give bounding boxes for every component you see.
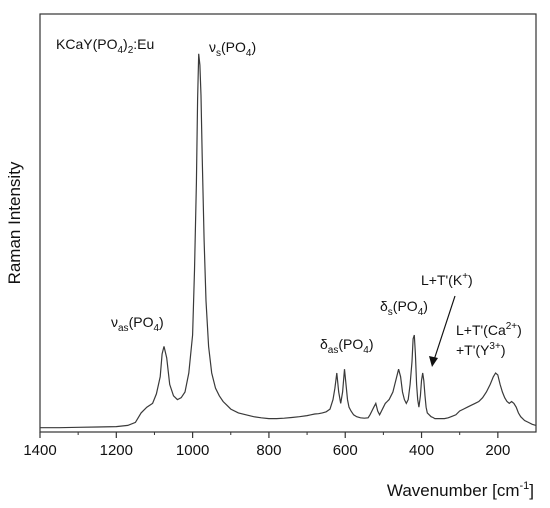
x-tick-label: 1400 — [23, 442, 56, 459]
x-axis-ticks: 1400 1200 1000 800 600 400 200 — [23, 432, 510, 459]
x-tick-label: 400 — [409, 442, 434, 459]
lk-label: L+T'(K+) — [421, 271, 473, 288]
x-tick-label: 1000 — [176, 442, 209, 459]
ty-label: +T'(Y3+) — [456, 341, 505, 358]
x-tick-label: 600 — [333, 442, 358, 459]
annotation-arrowhead — [429, 356, 438, 367]
plot-frame — [39, 13, 537, 433]
x-tick-label: 800 — [256, 442, 281, 459]
nu-s-label: νs(PO4) — [209, 39, 256, 59]
y-axis-label: Raman Intensity — [5, 161, 24, 284]
nu-as-label: νas(PO4) — [111, 314, 164, 334]
delta-as-label: δas(PO4) — [320, 336, 373, 356]
annotation-arrow — [433, 295, 456, 361]
lca-label: L+T'(Ca2+) — [456, 321, 522, 338]
delta-s-label: δs(PO4) — [380, 298, 428, 318]
series-line-raman — [40, 53, 537, 429]
sample-label: KCaY(PO4)2:Eu — [56, 36, 154, 56]
x-axis-label: Wavenumber [cm-1] — [387, 480, 534, 500]
x-tick-label: 200 — [485, 442, 510, 459]
x-tick-label: 1200 — [100, 442, 133, 459]
